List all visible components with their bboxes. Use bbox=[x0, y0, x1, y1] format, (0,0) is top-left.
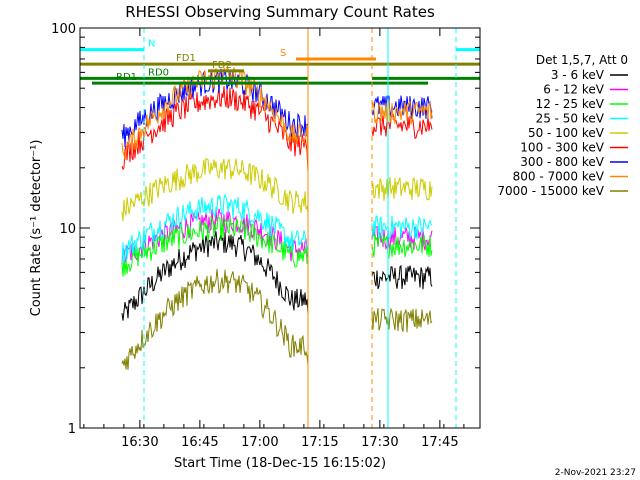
y-axis-label: Count Rate (s⁻¹ detector⁻¹) bbox=[29, 140, 44, 317]
y-tick-label-0: 1 bbox=[68, 422, 76, 437]
legend-label-5: 100 - 300 keV bbox=[520, 141, 604, 155]
series-3-6-kev-line bbox=[121, 231, 433, 321]
series-12-25-kev-line bbox=[121, 215, 433, 277]
x-tick-label-5: 17:45 bbox=[421, 435, 458, 450]
x-tick-label-3: 17:15 bbox=[301, 435, 338, 450]
flag-bars: N S FD1 FD2 RD0 RD1 bbox=[80, 39, 480, 85]
data-layer bbox=[121, 67, 433, 370]
legend-header: Det 1,5,7, Att 0 bbox=[536, 53, 628, 67]
flag-label-fd2: FD2 bbox=[212, 60, 232, 71]
flag-label-rd1: RD1 bbox=[116, 72, 137, 83]
legend-label-6: 300 - 800 keV bbox=[520, 155, 604, 169]
series-50-100-kev-line bbox=[121, 157, 433, 222]
x-tick-label-2: 17:00 bbox=[241, 435, 278, 450]
flag-label-fd1: FD1 bbox=[176, 53, 196, 64]
legend-label-3: 25 - 50 keV bbox=[536, 112, 605, 126]
x-axis-label: Start Time (18-Dec-15 16:15:02) bbox=[174, 456, 386, 471]
legend-label-2: 12 - 25 keV bbox=[536, 97, 605, 111]
x-tick-label-0: 16:30 bbox=[121, 435, 158, 450]
flag-label-s: S bbox=[280, 48, 286, 59]
x-tick-label-1: 16:45 bbox=[181, 435, 218, 450]
timestamp: 2-Nov-2021 23:27 bbox=[555, 468, 636, 478]
series-100-300-kev-line bbox=[121, 86, 433, 173]
axes: 16:30 16:45 17:00 17:15 17:30 17:45 1 10 100 bbox=[51, 22, 480, 450]
legend-label-8: 7000 - 15000 keV bbox=[497, 184, 604, 198]
legend-label-4: 50 - 100 keV bbox=[528, 126, 605, 140]
legend-label-1: 6 - 12 keV bbox=[543, 83, 605, 97]
y-tick-label-2: 100 bbox=[51, 22, 76, 37]
y-tick-label-1: 10 bbox=[59, 222, 76, 237]
flag-label-n: N bbox=[148, 39, 155, 50]
chart-title: RHESSI Observing Summary Count Rates bbox=[125, 3, 435, 21]
legend-label-7: 800 - 7000 keV bbox=[513, 170, 605, 184]
flag-label-rd0: RD0 bbox=[148, 67, 169, 78]
series-25-50-kev-line bbox=[121, 193, 433, 264]
series-7000-15000-kev-line bbox=[121, 269, 433, 370]
x-tick-label-4: 17:30 bbox=[361, 435, 398, 450]
legend-label-0: 3 - 6 keV bbox=[551, 68, 605, 82]
